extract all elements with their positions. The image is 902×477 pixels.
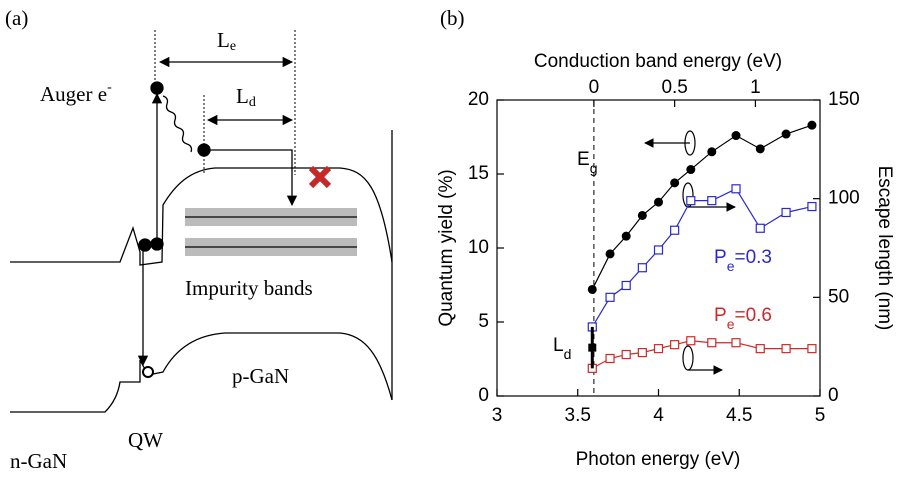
point [731, 131, 741, 141]
annotation: Ld [553, 335, 571, 362]
y2-tick-label: 50 [828, 286, 849, 307]
point [637, 347, 647, 358]
point [605, 292, 615, 302]
electron [138, 238, 152, 252]
annotation-subscript: g [590, 160, 598, 176]
electron [150, 237, 164, 251]
point [621, 280, 631, 291]
point [755, 344, 765, 354]
wavy-path [162, 95, 193, 153]
hole [142, 366, 154, 378]
annotation-text: P [714, 305, 727, 326]
impurity-label: Impurity bands [185, 276, 313, 300]
annotation-tail: =0.6 [734, 305, 772, 326]
annotation-subscript: e [727, 258, 735, 274]
point [807, 344, 817, 354]
x-tick-label: 3 [492, 405, 503, 426]
series-line [591, 188, 813, 328]
le-label: Le [217, 28, 236, 54]
point [731, 338, 741, 348]
x-axis-label: Photon energy (eV) [576, 449, 741, 470]
annotation: Eg [577, 149, 597, 176]
point [781, 344, 791, 354]
ngan-label: n-GaN [10, 449, 67, 473]
text: L [217, 28, 230, 52]
subscript: e [230, 39, 236, 54]
y-tick-label: 15 [468, 163, 489, 184]
point [686, 196, 696, 206]
point [755, 144, 765, 154]
annotation-subscript: d [564, 346, 572, 362]
y2-tick-label: 150 [828, 89, 860, 110]
text: L [236, 84, 249, 108]
point [637, 210, 647, 220]
point [670, 340, 680, 350]
x2-tick-label: 0 [589, 77, 600, 98]
point [707, 147, 717, 157]
point [707, 338, 717, 348]
annotation: Pe=0.6 [714, 305, 772, 332]
electron [197, 143, 211, 157]
annotation-tail: =0.3 [734, 247, 772, 268]
blocked-mark [308, 165, 332, 189]
point [707, 196, 717, 206]
x-tick-label: 5 [815, 405, 826, 426]
electron-path [204, 149, 298, 207]
point [621, 231, 631, 241]
axis-loop [682, 345, 694, 371]
point [781, 129, 791, 139]
point [670, 225, 680, 235]
x2-axis-label: Conduction band energy (eV) [534, 51, 782, 72]
x2-tick-label: 0.5 [661, 77, 687, 98]
point [781, 207, 791, 218]
y-tick-label: 10 [468, 237, 489, 258]
y-tick-label: 5 [478, 311, 489, 332]
annotation-subscript: e [727, 316, 735, 332]
panel-label: (b) [440, 6, 465, 30]
point [807, 120, 817, 130]
point [653, 344, 664, 354]
point [731, 184, 741, 194]
point [605, 353, 615, 364]
band-diagram [10, 30, 393, 413]
point [587, 284, 597, 294]
text: Auger e [40, 82, 107, 106]
superscript: - [107, 80, 112, 95]
x2-tick-label: 1 [750, 77, 761, 98]
x-tick-label: 4 [653, 405, 664, 426]
point [653, 245, 664, 255]
x-tick-label: 4.5 [726, 405, 752, 426]
pgan-label: p-GaN [232, 364, 289, 388]
point [807, 201, 817, 212]
point [621, 349, 631, 360]
auger-label: Auger e- [40, 80, 112, 106]
annotation: Pe=0.3 [714, 247, 772, 274]
y2-tick-label: 100 [828, 188, 860, 209]
point [686, 336, 696, 346]
subscript: d [249, 95, 256, 110]
annotation-text: P [714, 247, 727, 268]
ld-marker [588, 343, 597, 352]
electron [150, 81, 164, 95]
y2-tick-label: 0 [828, 385, 839, 406]
annotation-text: E [577, 149, 590, 170]
point [654, 197, 663, 207]
point [686, 165, 696, 175]
y-axis-label: Quantum yield (%) [436, 169, 457, 326]
panel-label: (a) [5, 6, 28, 30]
y2-axis-label: Escape length (nm) [874, 166, 895, 331]
point [670, 178, 680, 188]
point [755, 223, 765, 233]
point [605, 249, 615, 259]
y-tick-label: 0 [478, 385, 489, 406]
qw-label: QW [128, 428, 163, 452]
x-tick-label: 3.5 [565, 405, 591, 426]
ld-label: Ld [236, 84, 256, 110]
valence-band [10, 332, 393, 413]
annotation-text: L [553, 335, 564, 356]
point [637, 263, 647, 273]
y-tick-label: 20 [468, 89, 489, 110]
